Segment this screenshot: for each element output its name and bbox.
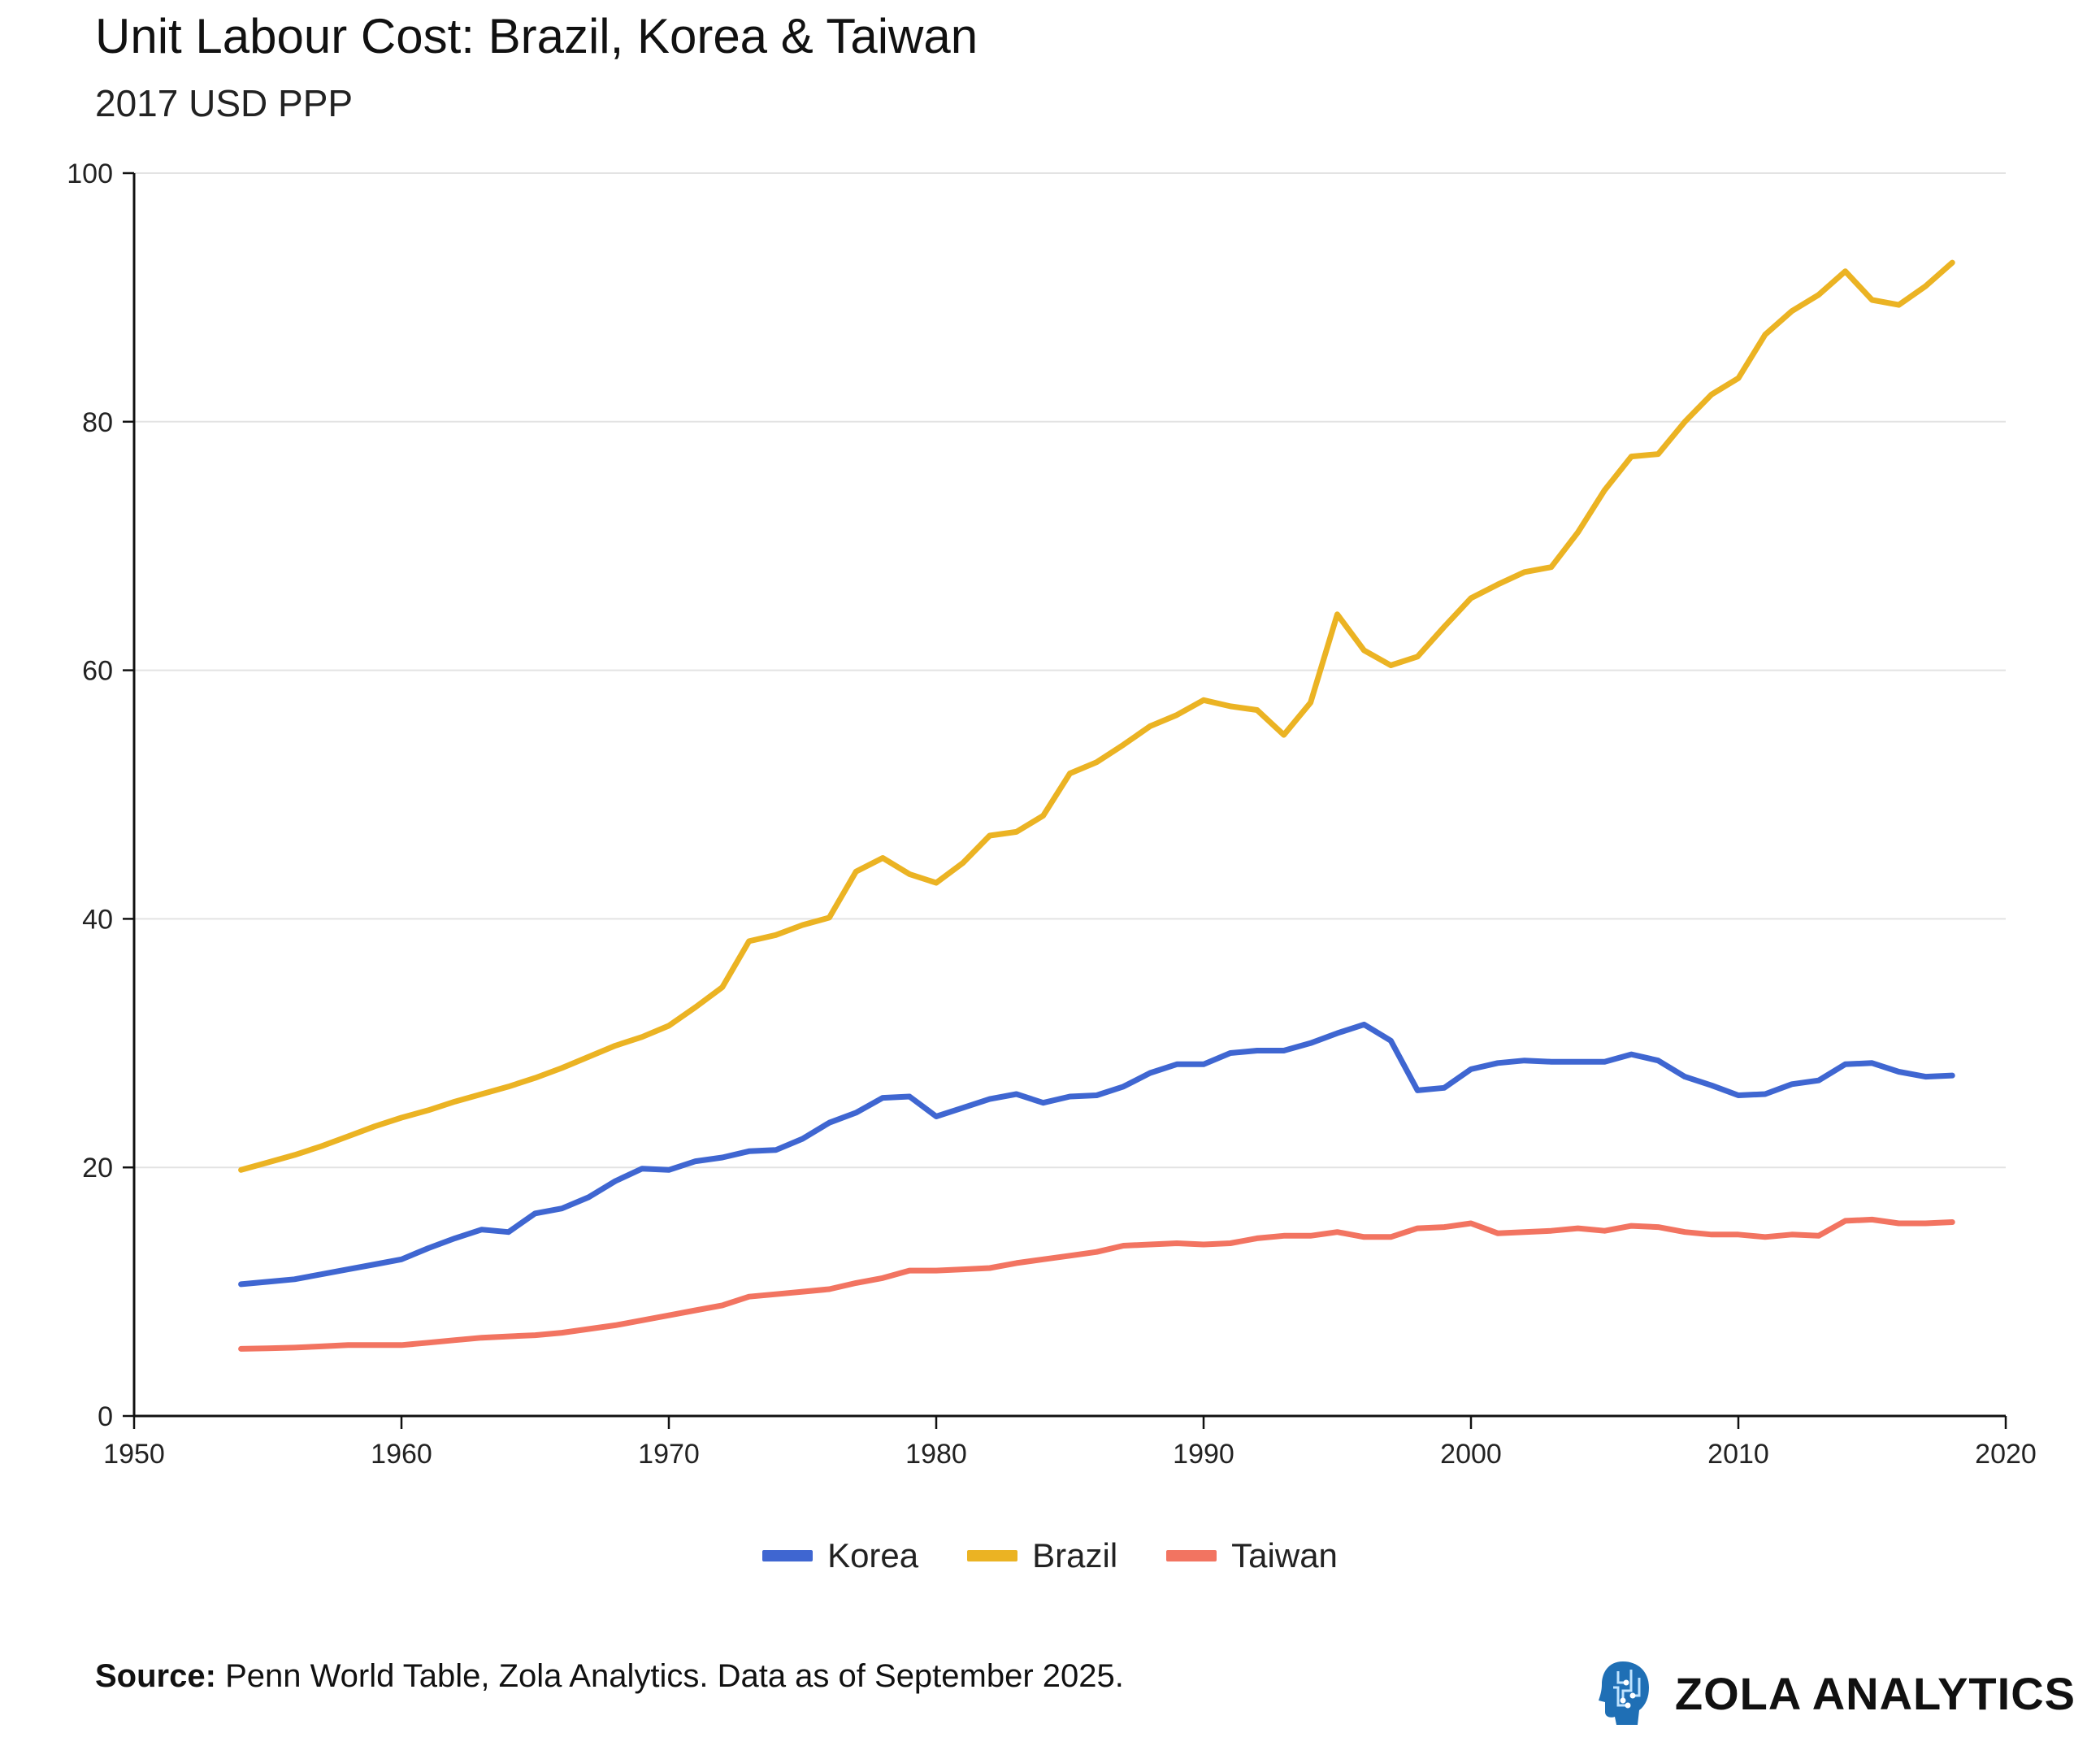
x-tick-label: 2000 <box>1440 1439 1502 1470</box>
axes: 0 20 40 60 80 100 1950 1960 1970 1980 1990 2000 2010… <box>67 159 2037 1470</box>
chart-subtitle: 2017 USD PPP <box>95 82 354 124</box>
chart-title: Unit Labour Cost: Brazil, Korea & Taiwan <box>95 9 978 63</box>
y-tick-label: 40 <box>82 904 113 935</box>
series-line-korea <box>238 1021 1955 1288</box>
x-tick-label: 1970 <box>638 1439 700 1470</box>
legend-swatch <box>762 1550 814 1561</box>
x-tick-label: 1990 <box>1173 1439 1234 1470</box>
chart-legend: Korea Brazil Taiwan <box>0 1536 2100 1575</box>
series-line-taiwan <box>238 1216 1955 1352</box>
y-tick-label: 0 <box>98 1401 113 1432</box>
head-circuit-icon <box>1598 1661 1649 1725</box>
y-tick-label: 100 <box>67 159 113 189</box>
x-tick-label: 2020 <box>1975 1439 2037 1470</box>
gridlines <box>134 172 2006 1169</box>
legend-label: Taiwan <box>1231 1536 1338 1574</box>
brand-name: ZOLA ANALYTICS <box>1674 1667 2076 1719</box>
y-tick-label: 20 <box>82 1153 113 1184</box>
source-note: Source: Penn World Table, Zola Analytics… <box>95 1658 1124 1695</box>
legend-label: Korea <box>827 1536 919 1574</box>
y-tick-label: 60 <box>82 656 113 687</box>
x-tick-label: 1950 <box>103 1439 165 1470</box>
x-tick-label: 1980 <box>905 1439 967 1470</box>
source-label: Source: <box>95 1658 216 1694</box>
series-line-brazil <box>238 259 1955 1173</box>
legend-swatch <box>967 1550 1018 1561</box>
legend-swatch <box>1166 1550 1217 1561</box>
x-tick-label: 1960 <box>371 1439 432 1470</box>
y-tick-label: 80 <box>82 407 113 438</box>
brand-block: ZOLA ANALYTICS <box>1598 1658 2076 1728</box>
source-text: Penn World Table, Zola Analytics. Data a… <box>225 1658 1124 1694</box>
legend-item-korea: Korea <box>762 1536 918 1575</box>
x-tick-label: 2010 <box>1707 1439 1769 1470</box>
line-chart: 0 20 40 60 80 100 1950 1960 1970 1980 1990 2000 2010… <box>67 159 2037 1470</box>
legend-label: Brazil <box>1032 1536 1118 1574</box>
series-lines <box>238 259 1955 1352</box>
legend-item-brazil: Brazil <box>967 1536 1117 1575</box>
legend-item-taiwan: Taiwan <box>1166 1536 1338 1575</box>
